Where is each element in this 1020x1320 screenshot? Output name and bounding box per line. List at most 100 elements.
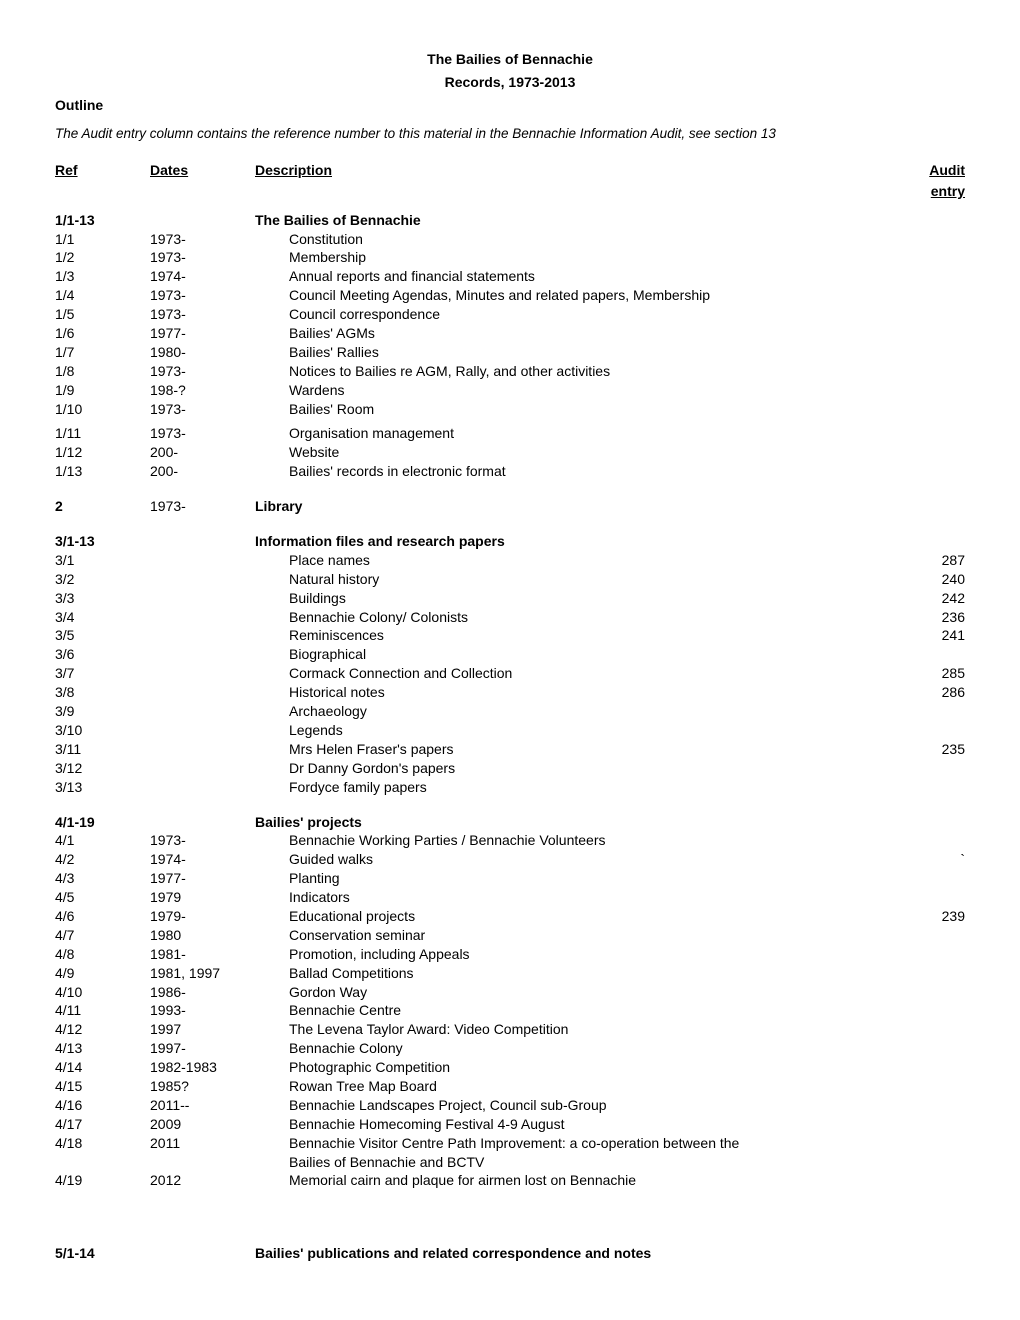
s3-desc: Information files and research papers <box>255 532 905 551</box>
cell-dates: 2009 <box>150 1115 255 1134</box>
cell-desc: Legends <box>255 721 905 740</box>
cell-ref: 3/4 <box>55 608 150 627</box>
table-row: 4/182011Bennachie Visitor Centre Path Im… <box>55 1134 965 1153</box>
table-row: 3/7Cormack Connection and Collection285 <box>55 664 965 683</box>
cell-audit <box>905 305 965 324</box>
table-row: 4/141982-1983Photographic Competition <box>55 1058 965 1077</box>
cell-desc: Cormack Connection and Collection <box>255 664 905 683</box>
cell-ref: 1/1 <box>55 230 150 249</box>
cell-dates: 1993- <box>150 1001 255 1020</box>
cell-ref: 3/12 <box>55 759 150 778</box>
cell-dates <box>150 702 255 721</box>
cell-audit <box>905 230 965 249</box>
table-row: 1/31974-Annual reports and financial sta… <box>55 267 965 286</box>
table-row: 4/21974-Guided walks` <box>55 850 965 869</box>
cell-audit: 235 <box>905 740 965 759</box>
cell-audit <box>905 869 965 888</box>
cell-desc: Planting <box>255 869 905 888</box>
table-row: 3/8 Historical notes286 <box>55 683 965 702</box>
table-row: 1/51973-Council correspondence <box>55 305 965 324</box>
cell-audit: 239 <box>905 907 965 926</box>
cell-desc: Indicators <box>255 888 905 907</box>
cell-audit <box>905 286 965 305</box>
cell-desc: Photographic Competition <box>255 1058 905 1077</box>
table-row: 4/81981-Promotion, including Appeals <box>55 945 965 964</box>
cell-dates: 1980- <box>150 343 255 362</box>
cell-desc: Historical notes <box>255 683 905 702</box>
cell-desc: Dr Danny Gordon's papers <box>255 759 905 778</box>
cell-audit <box>905 248 965 267</box>
s1-ref: 1/1-13 <box>55 211 150 230</box>
table-row: 3/12 Dr Danny Gordon's papers <box>55 759 965 778</box>
cell-ref: 1/4 <box>55 286 150 305</box>
cell-ref: 1/9 <box>55 381 150 400</box>
cell-audit <box>905 831 965 850</box>
table-row: 3/10 Legends <box>55 721 965 740</box>
cell-dates <box>150 626 255 645</box>
cell-desc: Bennachie Centre <box>255 1001 905 1020</box>
cell-dates: 1974- <box>150 850 255 869</box>
section-2-head: 2 1973- Library <box>55 497 965 516</box>
doc-title-2: Records, 1973-2013 <box>55 73 965 92</box>
cell-audit: 240 <box>905 570 965 589</box>
cell-ref: 4/9 <box>55 964 150 983</box>
s4-wrap-418: Bailies of Bennachie and BCTV <box>55 1153 965 1172</box>
cell-audit <box>905 778 965 797</box>
cell-dates: 1981- <box>150 945 255 964</box>
s1-desc: The Bailies of Bennachie <box>255 211 905 230</box>
cell-ref: 3/13 <box>55 778 150 797</box>
cell-ref: 4/11 <box>55 1001 150 1020</box>
cell-dates: 1977- <box>150 324 255 343</box>
cell-desc: Bennachie Homecoming Festival 4-9 August <box>255 1115 905 1134</box>
table-row: 3/13Fordyce family papers <box>55 778 965 797</box>
cell-ref: 3/8 <box>55 683 150 702</box>
cell-desc: Bennachie Visitor Centre Path Improvemen… <box>255 1134 905 1153</box>
cell-ref: 1/7 <box>55 343 150 362</box>
cell-audit: 287 <box>905 551 965 570</box>
cell-desc: Annual reports and financial statements <box>255 267 905 286</box>
cell-dates: 200- <box>150 462 255 481</box>
s4-wrap-text: Bailies of Bennachie and BCTV <box>255 1153 905 1172</box>
table-row: 1/21973-Membership <box>55 248 965 267</box>
table-row: 3/1Place names287 <box>55 551 965 570</box>
cell-ref: 4/7 <box>55 926 150 945</box>
cell-audit <box>905 1096 965 1115</box>
cell-ref: 4/5 <box>55 888 150 907</box>
cell-dates: 1997 <box>150 1020 255 1039</box>
table-row: 4/31977-Planting <box>55 869 965 888</box>
cell-dates: 1973- <box>150 424 255 443</box>
cell-ref: 1/3 <box>55 267 150 286</box>
table-row: 4/19 2012 Memorial cairn and plaque for … <box>55 1171 965 1190</box>
cell-audit <box>905 759 965 778</box>
s5-desc: Bailies' publications and related corres… <box>255 1244 905 1263</box>
cell-dates <box>150 740 255 759</box>
cell-dates: 1981, 1997 <box>150 964 255 983</box>
cell-audit: 286 <box>905 683 965 702</box>
cell-ref: 1/11 <box>55 424 150 443</box>
cell-dates <box>150 683 255 702</box>
cell-desc: Constitution <box>255 230 905 249</box>
cell-dates <box>150 721 255 740</box>
cell-dates <box>150 664 255 683</box>
cell-desc: Bennachie Landscapes Project, Council su… <box>255 1096 905 1115</box>
cell-audit <box>905 721 965 740</box>
cell-ref: 1/6 <box>55 324 150 343</box>
column-headers: Ref Dates Description Audit <box>55 161 965 180</box>
cell-ref: 3/1 <box>55 551 150 570</box>
cell-ref: 4/2 <box>55 850 150 869</box>
cell-ref: 4/14 <box>55 1058 150 1077</box>
cell-audit <box>905 400 965 419</box>
cell-audit <box>905 1020 965 1039</box>
cell-dates <box>150 589 255 608</box>
cell-ref: 3/10 <box>55 721 150 740</box>
cell-audit <box>905 702 965 721</box>
cell-ref: 4/18 <box>55 1134 150 1153</box>
cell-dates <box>150 551 255 570</box>
cell-desc: Guided walks <box>255 850 905 869</box>
cell-desc: Conservation seminar <box>255 926 905 945</box>
cell-desc: Bennachie Colony <box>255 1039 905 1058</box>
table-row: 4/151985?Rowan Tree Map Board <box>55 1077 965 1096</box>
cell-ref: 4/6 <box>55 907 150 926</box>
cell-ref: 3/9 <box>55 702 150 721</box>
cell-dates: 1980 <box>150 926 255 945</box>
